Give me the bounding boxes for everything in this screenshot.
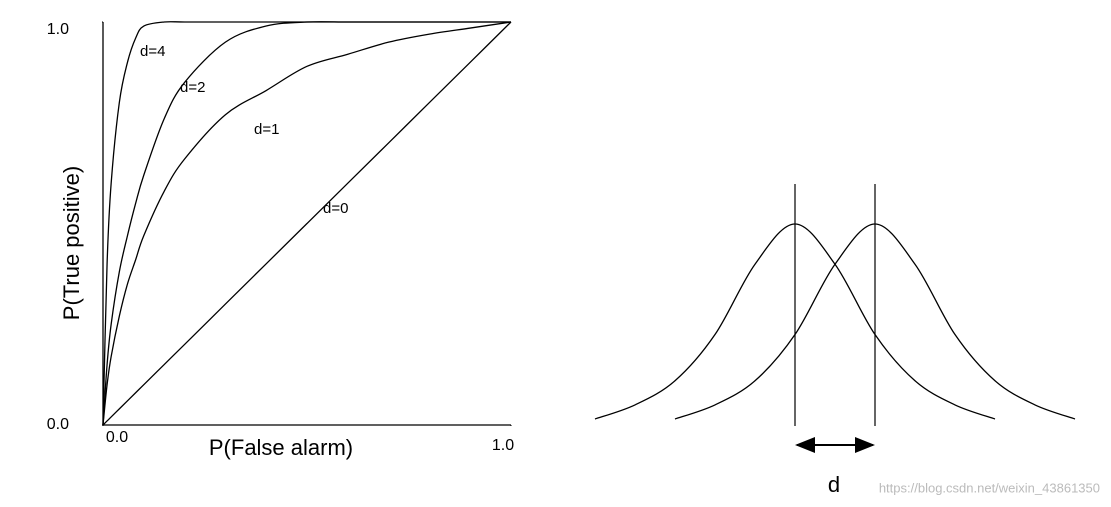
curve — [102, 21, 511, 426]
y-tick-label: 1.0 — [47, 21, 69, 38]
x-tick-label: 1.0 — [492, 437, 514, 454]
curve-label: d=2 — [180, 79, 205, 96]
curve — [102, 21, 512, 426]
y-axis-title: P(True positive) — [59, 166, 84, 320]
curve-label: d=4 — [140, 43, 165, 60]
x-axis-title: P(False alarm) — [209, 435, 353, 460]
y-tick-label: 0.0 — [47, 416, 69, 433]
x-tick-label: 0.0 — [106, 429, 128, 446]
curve-label: d=1 — [254, 121, 279, 138]
watermark: https://blog.csdn.net/weixin_43861350 — [879, 480, 1100, 495]
curve-label: d=0 — [323, 200, 348, 217]
curve — [102, 21, 512, 426]
distance-label: d — [828, 472, 840, 497]
